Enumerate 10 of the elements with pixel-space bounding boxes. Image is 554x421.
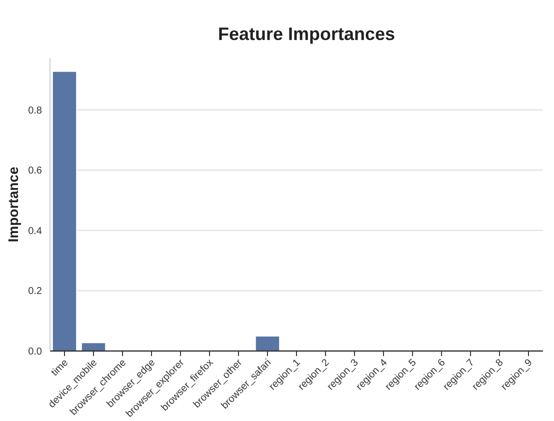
y-tick-label: 0.6 [28, 166, 42, 177]
bar [52, 72, 76, 351]
y-tick-label: 0.4 [28, 226, 42, 237]
y-tick-label: 0.2 [28, 286, 42, 298]
y-tick-label: 0.0 [28, 346, 42, 358]
chart-title: Feature Importances [218, 24, 396, 44]
y-axis-title: Importance [5, 166, 21, 242]
y-tick-label: 0.8 [28, 105, 42, 116]
bar [82, 343, 106, 351]
bar [256, 336, 280, 351]
